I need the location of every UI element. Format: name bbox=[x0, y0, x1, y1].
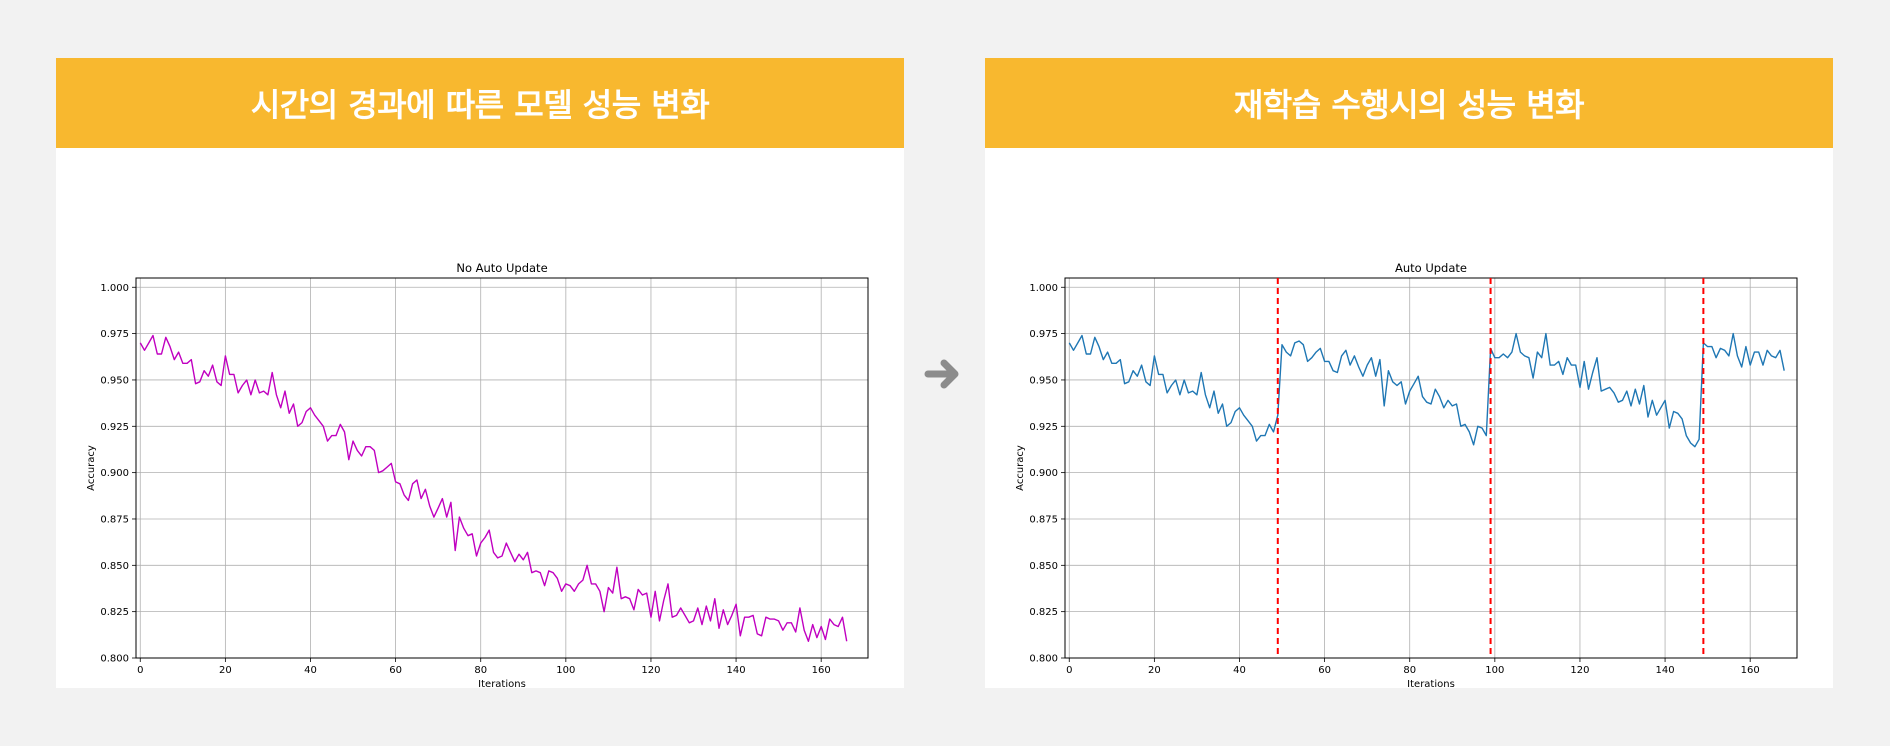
chart-0-xtick-label: 0 bbox=[137, 665, 143, 676]
chart-0-ytick-label: 1.000 bbox=[100, 283, 129, 294]
chart-1-xtick-label: 100 bbox=[1485, 665, 1504, 676]
chart-0-ylabel: Accuracy bbox=[86, 445, 97, 491]
chart-1-xtick-label: 80 bbox=[1403, 665, 1416, 676]
chart-1-ytick-label: 1.000 bbox=[1029, 283, 1058, 294]
chart-0-ytick-label: 0.875 bbox=[100, 514, 129, 525]
chart-0-frame bbox=[135, 277, 869, 659]
right-banner-title: 재학습 수행시의 성능 변화 bbox=[1233, 86, 1585, 124]
arrow-right-icon bbox=[924, 354, 964, 398]
chart-0-ytick-label: 0.975 bbox=[100, 329, 129, 340]
right-panel: 재학습 수행시의 성능 변화 0 20 40 60 80 100 120 140 160 0.80… bbox=[985, 58, 1833, 688]
chart-1-frame bbox=[1064, 277, 1798, 659]
chart-0-xtick-label: 80 bbox=[474, 665, 487, 676]
chart-1-ylabel: Accuracy bbox=[1015, 445, 1026, 491]
chart-1-ytick-label: 0.900 bbox=[1029, 468, 1058, 479]
chart-0-ytick-label: 0.950 bbox=[100, 375, 129, 386]
chart-0-xlabel: Iterations bbox=[478, 679, 526, 688]
right-chart: 0 20 40 60 80 100 120 140 160 0.800 0.825 0.850 0.87… bbox=[1015, 261, 1798, 688]
chart-1-ytick-label: 0.875 bbox=[1029, 514, 1058, 525]
chart-1-title: Auto Update bbox=[1395, 261, 1467, 275]
chart-1-ytick-label: 0.925 bbox=[1029, 422, 1058, 433]
chart-1-xtick-label: 160 bbox=[1741, 665, 1760, 676]
chart-1-xtick-label: 20 bbox=[1148, 665, 1161, 676]
chart-0-xtick-label: 140 bbox=[727, 665, 746, 676]
chart-0-series-line bbox=[139, 334, 848, 642]
chart-0-xtick-label: 100 bbox=[556, 665, 575, 676]
chart-1-xtick-label: 0 bbox=[1066, 665, 1072, 676]
chart-1-ytick-label: 0.950 bbox=[1029, 375, 1058, 386]
chart-1-ytick-label: 0.800 bbox=[1029, 654, 1058, 665]
chart-0-xtick-label: 20 bbox=[219, 665, 232, 676]
left-panel: 시간의 경과에 따른 모델 성능 변화 0 20 40 60 80 100 120 140 16… bbox=[56, 58, 904, 688]
chart-1-ytick-label: 0.825 bbox=[1029, 607, 1058, 618]
chart-0-ytick-label: 0.925 bbox=[100, 422, 129, 433]
chart-0-xtick-label: 120 bbox=[641, 665, 660, 676]
chart-1-xlabel: Iterations bbox=[1407, 679, 1455, 688]
left-banner: 시간의 경과에 따른 모델 성능 변화 bbox=[56, 58, 904, 148]
chart-0-ytick-label: 0.850 bbox=[100, 561, 129, 572]
chart-0-ytick-label: 0.825 bbox=[100, 607, 129, 618]
chart-1-ytick-label: 0.850 bbox=[1029, 561, 1058, 572]
chart-0-ytick-label: 0.800 bbox=[100, 654, 129, 665]
chart-1-xtick-label: 40 bbox=[1233, 665, 1246, 676]
chart-1-xtick-label: 140 bbox=[1656, 665, 1675, 676]
chart-0-xtick-label: 60 bbox=[389, 665, 402, 676]
chart-0-ytick-label: 0.900 bbox=[100, 468, 129, 479]
chart-0-xtick-label: 160 bbox=[812, 665, 831, 676]
left-banner-title: 시간의 경과에 따른 모델 성능 변화 bbox=[250, 86, 710, 124]
chart-0-xtick-label: 40 bbox=[304, 665, 317, 676]
chart-1-xtick-label: 60 bbox=[1318, 665, 1331, 676]
chart-1-ytick-label: 0.975 bbox=[1029, 329, 1058, 340]
left-chart: 0 20 40 60 80 100 120 140 160 0.800 0.825 0.850 0.87… bbox=[86, 261, 869, 688]
chart-1-xtick-label: 120 bbox=[1570, 665, 1589, 676]
chart-1-series-line bbox=[1068, 332, 1785, 448]
right-banner: 재학습 수행시의 성능 변화 bbox=[985, 58, 1833, 148]
chart-0-title: No Auto Update bbox=[456, 261, 547, 275]
